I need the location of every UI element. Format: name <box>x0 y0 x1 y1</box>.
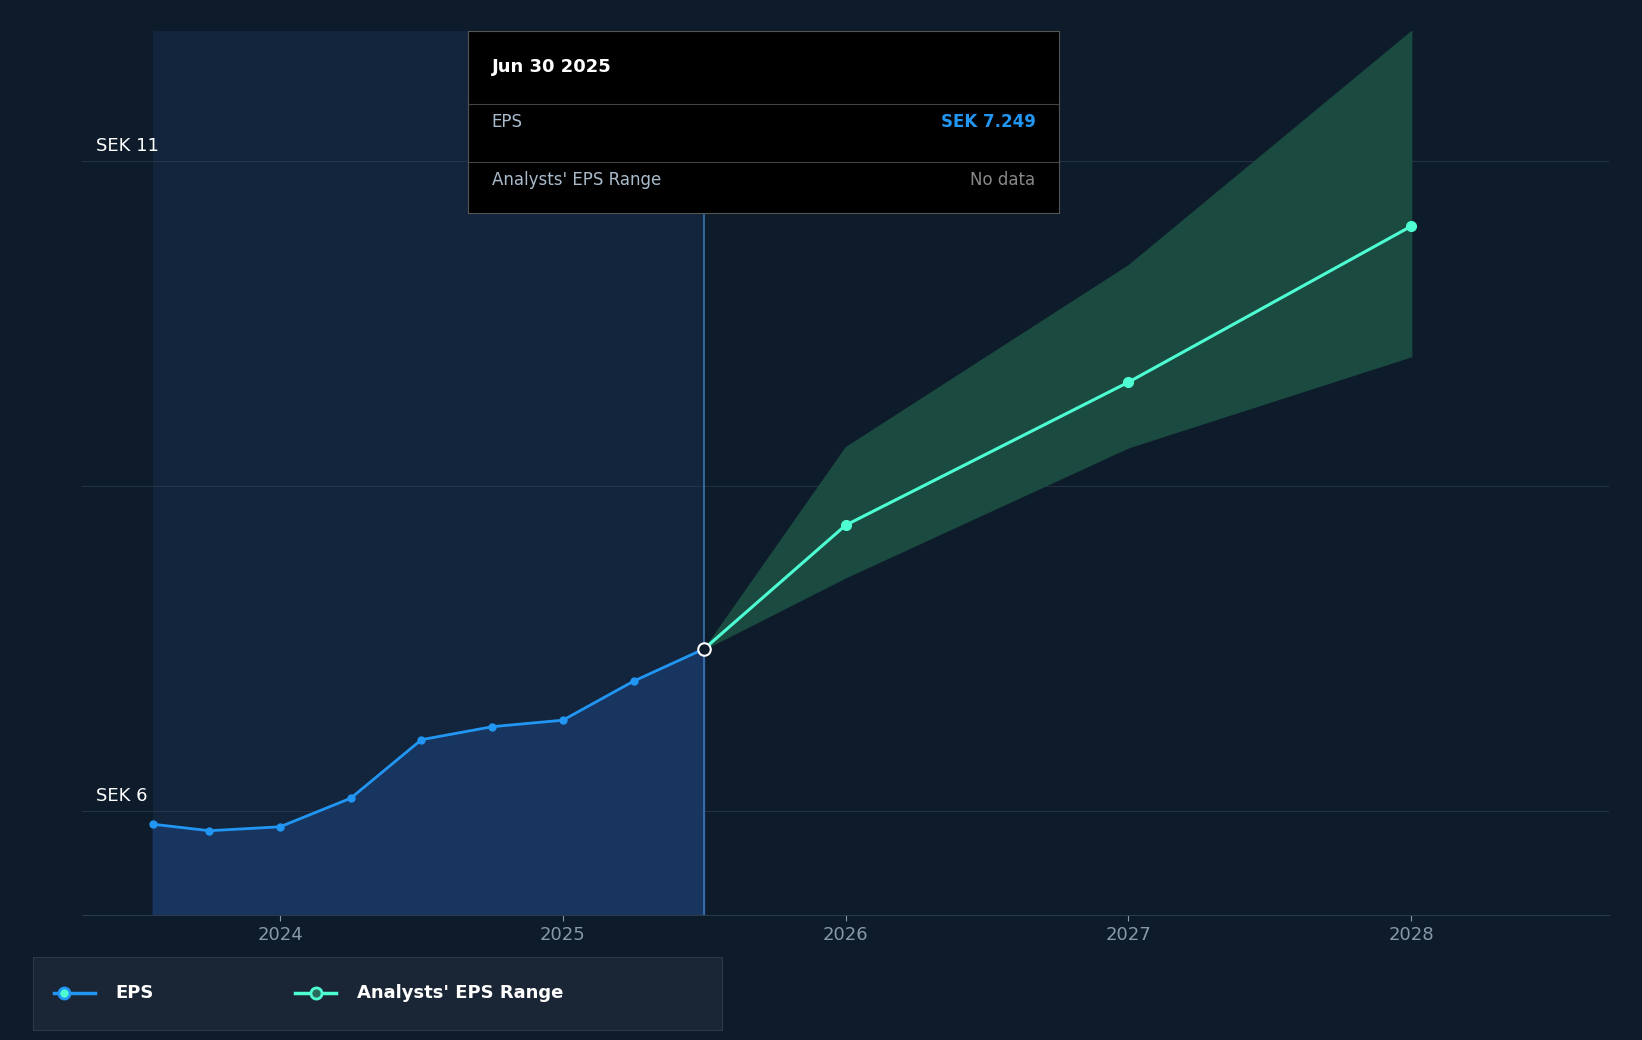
Text: Analysts' EPS Range: Analysts' EPS Range <box>491 172 660 189</box>
Text: EPS: EPS <box>491 113 522 131</box>
Text: EPS: EPS <box>115 984 154 1003</box>
Text: SEK 7.249: SEK 7.249 <box>941 113 1036 131</box>
Text: Analysts' EPS Range: Analysts' EPS Range <box>356 984 563 1003</box>
Text: SEK 6: SEK 6 <box>97 786 148 805</box>
Bar <box>153 31 704 915</box>
Text: Jun 30 2025: Jun 30 2025 <box>491 58 611 77</box>
Text: No data: No data <box>970 172 1036 189</box>
Text: SEK 11: SEK 11 <box>97 136 159 155</box>
Text: Analysts Forecasts: Analysts Forecasts <box>719 181 874 199</box>
Text: Actual: Actual <box>631 181 690 199</box>
